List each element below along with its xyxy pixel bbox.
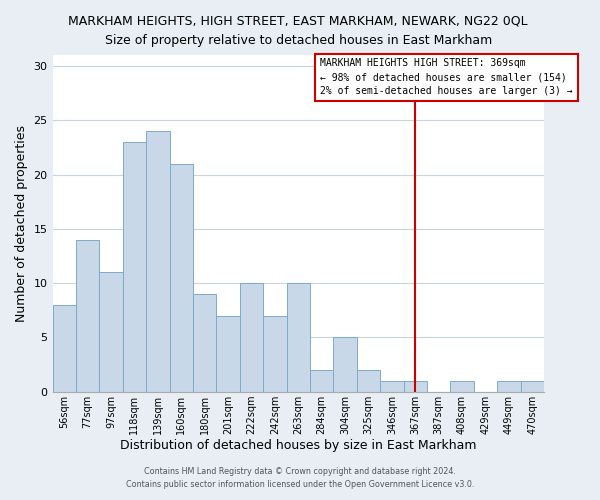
Bar — [263, 316, 287, 392]
Bar — [451, 381, 474, 392]
Bar — [53, 305, 76, 392]
Bar — [100, 272, 123, 392]
Bar — [521, 381, 544, 392]
Bar — [497, 381, 521, 392]
Bar — [357, 370, 380, 392]
Bar — [240, 283, 263, 392]
Bar — [287, 283, 310, 392]
Bar — [404, 381, 427, 392]
Bar — [76, 240, 100, 392]
Text: MARKHAM HEIGHTS HIGH STREET: 369sqm
← 98% of detached houses are smaller (154)
2: MARKHAM HEIGHTS HIGH STREET: 369sqm ← 98… — [320, 58, 573, 96]
Bar — [217, 316, 240, 392]
Y-axis label: Number of detached properties: Number of detached properties — [15, 125, 28, 322]
Bar — [334, 338, 357, 392]
Bar — [193, 294, 217, 392]
Text: Contains HM Land Registry data © Crown copyright and database right 2024.
Contai: Contains HM Land Registry data © Crown c… — [126, 468, 474, 489]
Bar — [170, 164, 193, 392]
Title: MARKHAM HEIGHTS, HIGH STREET, EAST MARKHAM, NEWARK, NG22 0QL
Size of property re: MARKHAM HEIGHTS, HIGH STREET, EAST MARKH… — [68, 15, 528, 47]
X-axis label: Distribution of detached houses by size in East Markham: Distribution of detached houses by size … — [120, 440, 476, 452]
Bar — [380, 381, 404, 392]
Bar — [146, 131, 170, 392]
Bar — [123, 142, 146, 392]
Bar — [310, 370, 334, 392]
